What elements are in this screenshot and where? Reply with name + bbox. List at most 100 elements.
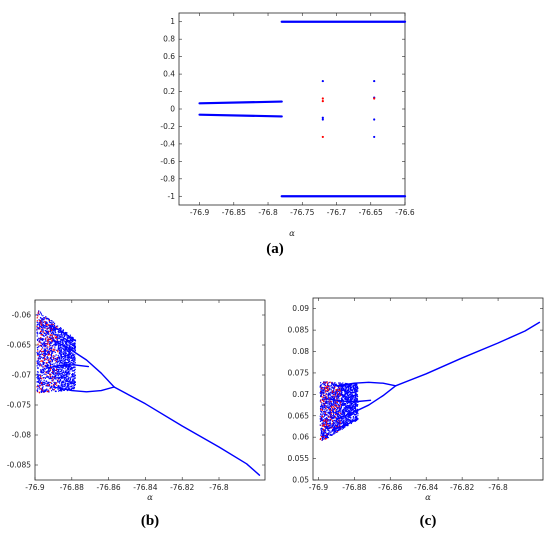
chaos-point-blue — [64, 373, 66, 375]
chaos-point-blue — [346, 386, 348, 389]
chaos-point-red — [52, 323, 54, 325]
chaos-point-blue — [53, 340, 55, 343]
chaos-point-blue — [74, 376, 76, 378]
chaos-point-blue — [342, 393, 344, 396]
chaos-point-blue — [43, 325, 46, 327]
chaos-point-red — [51, 371, 54, 373]
chaos-point-blue — [352, 417, 354, 419]
chaos-point-blue — [64, 348, 66, 351]
chaos-point-blue — [61, 368, 63, 371]
chaos-point-red — [46, 343, 49, 345]
chaos-point-blue — [344, 416, 347, 419]
chaos-point-blue — [53, 350, 55, 353]
chaos-point-blue — [332, 385, 335, 387]
chaos-point-blue — [352, 386, 355, 388]
chaos-point-blue — [70, 356, 72, 359]
chaos-point-red — [322, 392, 324, 394]
chaos-point-blue — [352, 408, 355, 410]
chaos-point-blue — [50, 349, 53, 351]
chaos-point-blue — [322, 402, 324, 405]
chaos-point-blue — [344, 411, 346, 413]
chaos-point-blue — [350, 395, 352, 397]
chaos-point-blue — [329, 430, 331, 432]
chaos-point-blue — [353, 387, 355, 389]
chaos-point-blue — [49, 321, 51, 324]
chaos-point-blue — [45, 344, 47, 347]
series-line-blue — [332, 418, 359, 431]
chaos-point-red — [321, 409, 323, 411]
data-point-red — [321, 100, 324, 103]
chaos-point-blue — [38, 323, 40, 326]
chaos-point-blue — [62, 375, 64, 377]
chaos-point-blue — [351, 394, 354, 396]
chaos-point-blue — [339, 411, 342, 413]
chaos-point-blue — [329, 401, 331, 403]
chaos-point-blue — [66, 362, 68, 364]
chaos-point-blue — [333, 427, 336, 429]
chaos-point-blue — [341, 394, 344, 396]
chaos-point-blue — [328, 420, 330, 422]
chaos-point-blue — [326, 405, 328, 407]
chaos-point-red — [324, 391, 327, 393]
chaos-point-blue — [331, 410, 334, 412]
chaos-point-blue — [327, 436, 329, 439]
chaos-point-blue — [60, 344, 62, 347]
chaos-point-blue — [36, 389, 38, 391]
chaos-point-blue — [58, 349, 61, 351]
chaos-point-blue — [62, 346, 64, 348]
chaos-point-blue — [52, 341, 54, 343]
chaos-point-blue — [43, 367, 46, 369]
chaos-point-blue — [357, 414, 359, 416]
chaos-point-blue — [323, 397, 325, 399]
chaos-point-blue — [72, 343, 74, 345]
chaos-point-blue — [47, 353, 49, 355]
chaos-point-blue — [64, 375, 66, 377]
chaos-point-blue — [339, 389, 341, 391]
chaos-point-blue — [347, 416, 349, 418]
chaos-point-blue — [346, 397, 348, 399]
chaos-point-blue — [67, 377, 69, 380]
chaos-point-blue — [68, 380, 70, 382]
chaos-point-blue — [59, 333, 61, 336]
chaos-point-blue — [38, 319, 40, 321]
chaos-point-blue — [332, 421, 335, 424]
chaos-point-blue — [74, 358, 76, 360]
chaos-point-blue — [321, 392, 323, 394]
chaos-point-blue — [67, 372, 69, 374]
chaos-point-blue — [74, 345, 76, 347]
chaos-point-blue — [328, 432, 330, 434]
chaos-point-blue — [59, 368, 61, 371]
chaos-point-blue — [58, 380, 60, 382]
chaos-point-blue — [46, 317, 48, 319]
chaos-point-blue — [71, 339, 73, 341]
chaos-point-blue — [346, 405, 348, 407]
chaos-point-blue — [72, 360, 75, 362]
chaos-point-blue — [42, 329, 44, 331]
chaos-point-blue — [335, 420, 337, 423]
x-tick-label: -76.8 — [258, 208, 278, 217]
chaos-point-blue — [340, 419, 343, 422]
chaos-point-blue — [338, 411, 340, 413]
chaos-point-red — [320, 401, 322, 403]
chaos-point-red — [41, 378, 43, 380]
chaos-point-blue — [332, 393, 335, 396]
chaos-point-blue — [67, 386, 69, 388]
x-tick-label: -76.6 — [395, 208, 415, 217]
chaos-point-blue — [348, 416, 350, 419]
chaos-point-blue — [59, 380, 61, 382]
chaos-point-blue — [72, 367, 74, 369]
chaos-point-red — [48, 390, 50, 392]
chaos-point-blue — [347, 425, 349, 427]
chaos-point-blue — [323, 435, 325, 437]
chaos-point-blue — [322, 413, 324, 415]
chaos-point-blue — [63, 359, 65, 361]
chaos-point-blue — [339, 409, 341, 411]
chaos-point-blue — [345, 409, 347, 411]
chaos-point-blue — [71, 368, 73, 370]
chaos-point-red — [47, 359, 49, 361]
chaos-point-blue — [320, 429, 322, 431]
chaos-point-blue — [322, 391, 325, 393]
chaos-point-blue — [45, 337, 47, 339]
chaos-point-blue — [50, 323, 53, 326]
chaos-point-blue — [334, 383, 337, 386]
